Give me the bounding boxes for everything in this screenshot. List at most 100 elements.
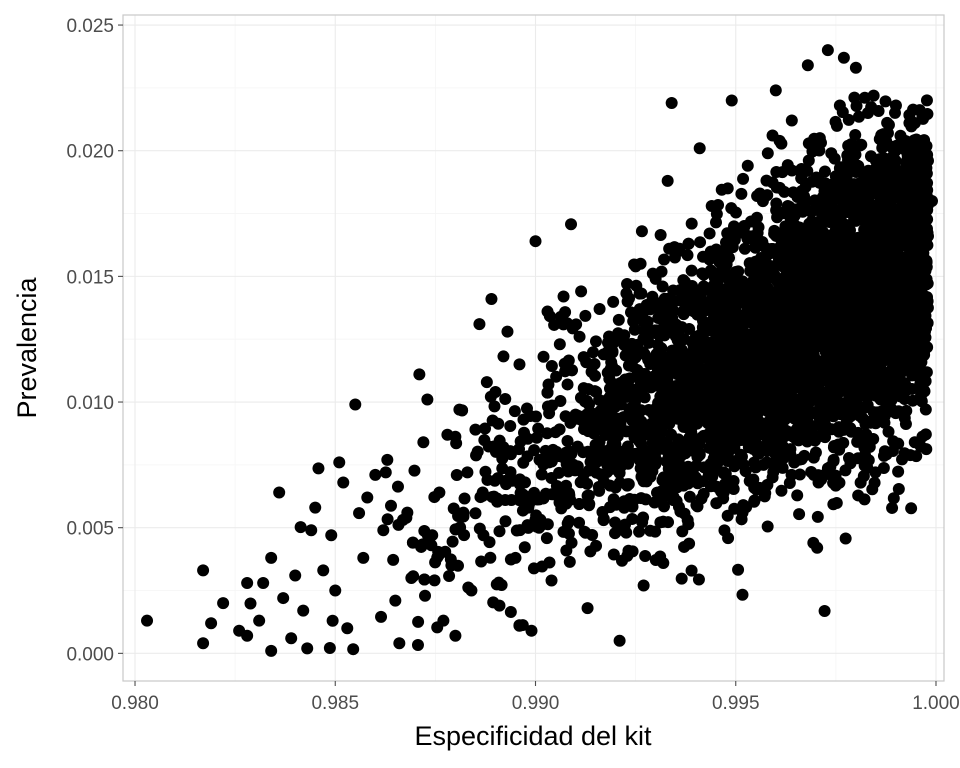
data-point: [915, 181, 928, 194]
data-point: [899, 351, 912, 364]
data-point: [825, 301, 838, 314]
data-point: [748, 481, 761, 494]
data-point: [493, 434, 506, 447]
data-point: [560, 544, 573, 557]
data-point: [581, 602, 594, 615]
data-point: [497, 350, 510, 363]
data-point: [719, 270, 732, 283]
data-point: [741, 346, 754, 359]
data-point: [590, 539, 603, 552]
data-point: [603, 330, 616, 343]
data-point: [857, 256, 870, 269]
data-point: [666, 311, 679, 324]
data-point: [725, 94, 738, 107]
data-point: [620, 425, 633, 438]
data-point: [840, 416, 853, 429]
data-point: [918, 226, 931, 239]
data-point: [856, 276, 869, 289]
data-point: [761, 478, 774, 491]
data-point: [253, 614, 266, 627]
data-point: [719, 373, 732, 386]
data-point: [621, 440, 634, 453]
data-point: [431, 621, 444, 634]
data-point: [508, 405, 521, 418]
data-point: [728, 502, 741, 515]
data-point: [799, 227, 812, 240]
y-axis-title: Prevalencia: [12, 276, 42, 418]
data-point: [746, 422, 759, 435]
data-point: [541, 427, 554, 440]
data-point: [563, 555, 576, 568]
data-point: [640, 475, 653, 488]
data-point: [273, 486, 286, 499]
data-point: [696, 267, 709, 280]
data-point: [824, 376, 837, 389]
data-point: [578, 423, 591, 436]
data-point: [628, 323, 641, 336]
data-point: [852, 160, 865, 173]
data-point: [888, 106, 901, 119]
data-point: [750, 211, 763, 224]
data-point: [748, 495, 761, 508]
data-point: [553, 466, 566, 479]
data-point: [729, 206, 742, 219]
data-point: [838, 402, 851, 415]
data-point: [898, 447, 911, 460]
data-point: [897, 267, 910, 280]
data-point: [697, 487, 710, 500]
data-point: [634, 379, 647, 392]
data-point: [391, 480, 404, 493]
data-point: [518, 541, 531, 554]
data-point: [804, 282, 817, 295]
data-point: [589, 335, 602, 348]
data-point: [767, 295, 780, 308]
data-point: [592, 439, 605, 452]
data-point: [825, 147, 838, 160]
data-point: [755, 257, 768, 270]
data-point: [626, 545, 639, 558]
data-point: [735, 375, 748, 388]
data-point: [879, 95, 892, 108]
data-point: [656, 420, 669, 433]
data-point: [807, 385, 820, 398]
data-point: [421, 393, 434, 406]
data-point: [518, 426, 531, 439]
data-point: [582, 489, 595, 502]
data-point: [868, 476, 881, 489]
data-point: [853, 139, 866, 152]
data-point: [752, 238, 765, 251]
data-point: [888, 276, 901, 289]
data-point: [713, 454, 726, 467]
data-point: [882, 118, 895, 131]
data-point: [854, 331, 867, 344]
data-point: [811, 510, 824, 523]
data-point: [737, 293, 750, 306]
data-point: [681, 413, 694, 426]
data-point: [596, 505, 609, 518]
data-point: [869, 280, 882, 293]
data-point: [504, 553, 517, 566]
data-point: [197, 637, 210, 650]
data-point: [867, 432, 880, 445]
x-tick-label: 0.995: [712, 693, 760, 714]
data-point: [788, 456, 801, 469]
data-point: [475, 555, 488, 568]
data-point: [650, 434, 663, 447]
data-point: [870, 389, 883, 402]
data-point: [678, 540, 691, 553]
data-point: [782, 279, 795, 292]
data-point: [813, 135, 826, 148]
data-point: [609, 438, 622, 451]
data-point: [851, 265, 864, 278]
data-point: [624, 306, 637, 319]
data-point: [778, 413, 791, 426]
data-point: [665, 96, 678, 109]
data-point: [407, 570, 420, 583]
data-point: [876, 141, 889, 154]
data-point: [809, 446, 822, 459]
data-point: [892, 483, 905, 496]
data-point: [837, 51, 850, 64]
data-point: [720, 236, 733, 249]
data-point: [675, 572, 688, 585]
